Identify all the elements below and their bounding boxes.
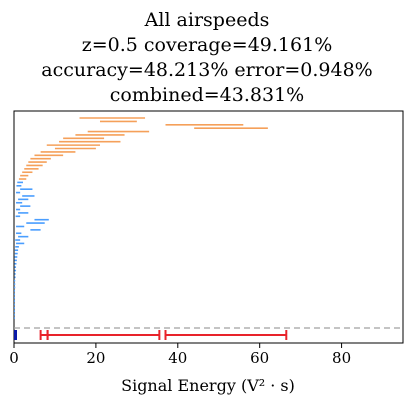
x-axis-label: Signal Energy (V² · s)	[121, 376, 295, 395]
title-line-3: accuracy=48.213% error=0.948%	[41, 59, 372, 81]
x-axis: 0 20 40 60 80	[9, 343, 351, 367]
x-tick-label: 80	[332, 349, 351, 367]
prediction-intervals	[14, 117, 268, 319]
target-marker	[14, 330, 17, 340]
x-tick-label: 0	[9, 349, 19, 367]
x-tick-label: 40	[168, 349, 187, 367]
title-line-4: combined=43.831%	[110, 84, 304, 106]
plot-area	[13, 110, 404, 344]
x-tick-label: 20	[86, 349, 105, 367]
target-intervals	[39, 330, 288, 340]
title-line-1: All airspeeds	[144, 9, 270, 31]
x-tick-label: 60	[250, 349, 269, 367]
chart-title: All airspeeds z=0.5 coverage=49.161% acc…	[41, 9, 372, 106]
title-line-2: z=0.5 coverage=49.161%	[82, 34, 333, 56]
